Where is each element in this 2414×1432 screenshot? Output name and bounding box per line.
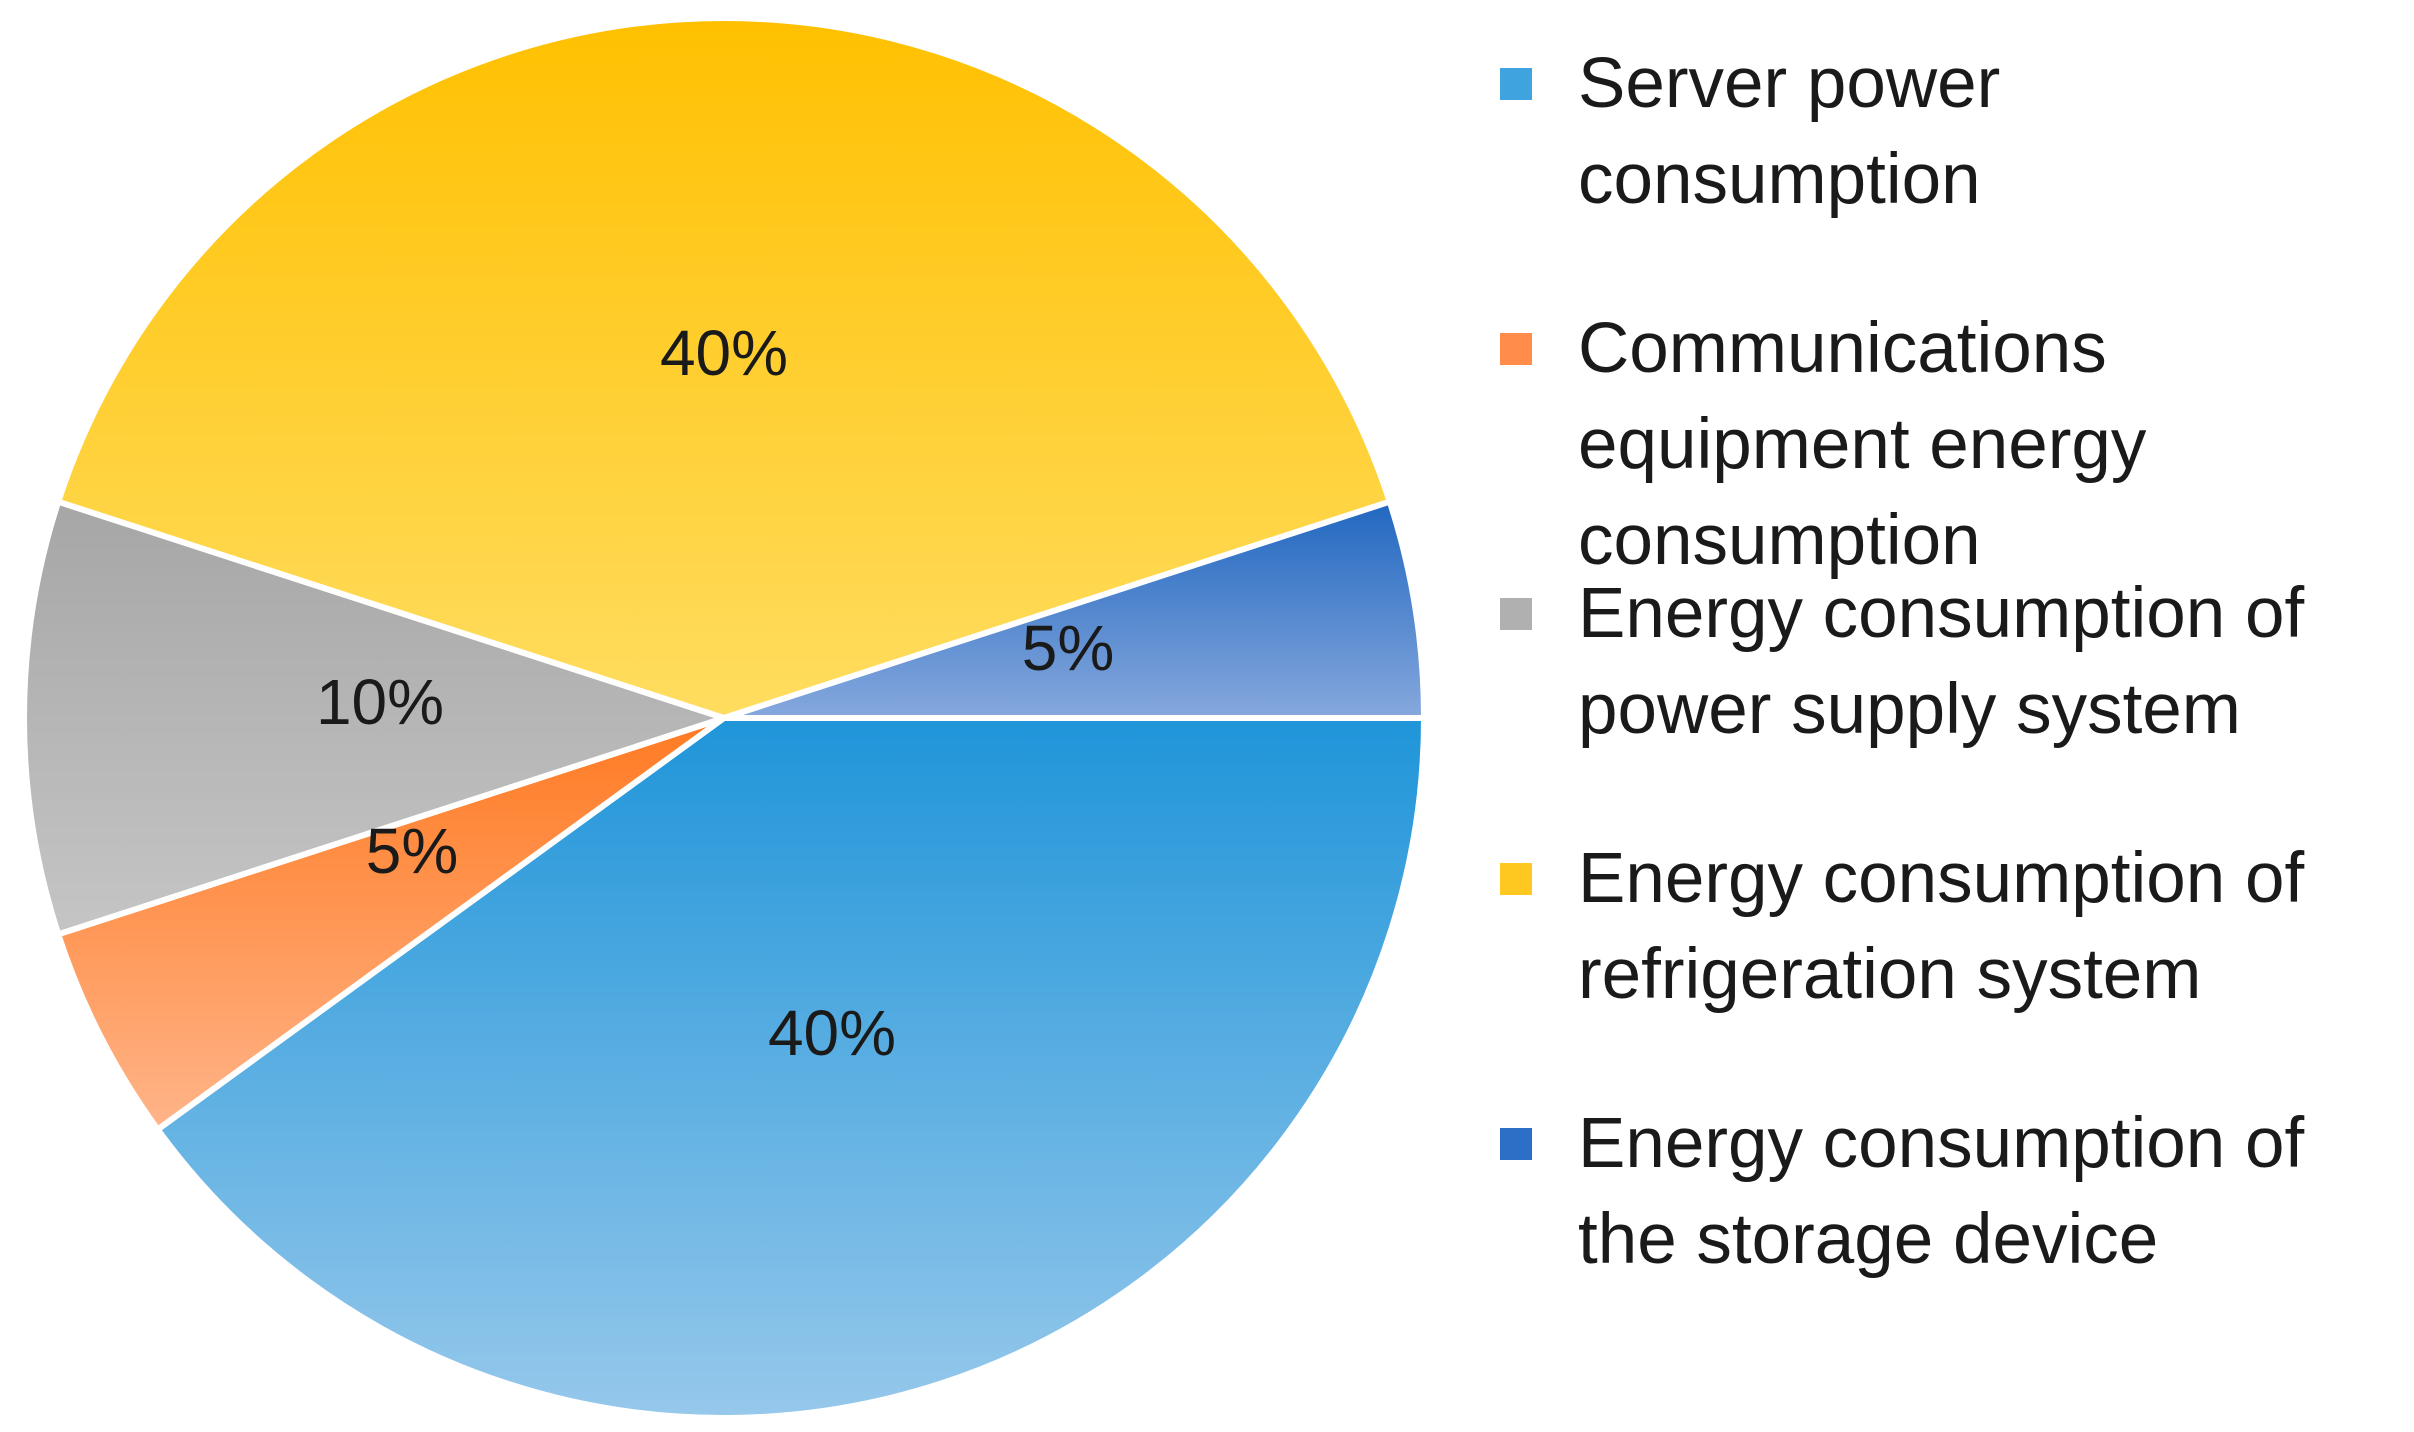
pie-data-labels: 40% 5% 10% 40% 5% (316, 317, 1114, 1069)
pie-slices (21, 15, 1427, 1421)
legend-item-refrigeration: Energy consumption of refrigeration syst… (1500, 831, 2400, 1023)
data-label-server: 40% (768, 997, 896, 1069)
legend-label-communications: Communications equipment energy consumpt… (1578, 309, 2147, 580)
legend-swatch-communications (1500, 333, 1532, 365)
legend-item-power-supply: Energy consumption of power supply syste… (1500, 566, 2400, 758)
pie-slice-storage (721, 498, 1427, 721)
legend-label-refrigeration: Energy consumption of refrigeration syst… (1578, 839, 2305, 1014)
chart-legend: Server power consumption Communications … (1500, 36, 2400, 1361)
legend-swatch-power-supply (1500, 598, 1532, 630)
legend-label-storage: Energy consumption of the storage device (1578, 1104, 2305, 1279)
data-label-storage: 5% (1022, 612, 1115, 684)
data-label-refrigeration: 40% (660, 317, 788, 389)
pie-slice-server (154, 715, 1427, 1421)
data-label-power-supply: 10% (316, 666, 444, 738)
legend-item-server: Server power consumption (1500, 36, 2400, 228)
legend-swatch-storage (1500, 1128, 1532, 1160)
legend-item-communications: Communications equipment energy consumpt… (1500, 301, 2400, 580)
legend-swatch-server (1500, 68, 1532, 100)
legend-item-storage: Energy consumption of the storage device (1500, 1096, 2400, 1288)
legend-label-power-supply: Energy consumption of power supply syste… (1578, 574, 2305, 749)
legend-label-server: Server power consumption (1578, 44, 2001, 219)
pie-slice-refrigeration (55, 15, 1393, 721)
data-label-communications: 5% (366, 815, 459, 887)
pie-slice-power-supply (21, 498, 727, 938)
pie-slice-communications (55, 715, 727, 1133)
legend-swatch-refrigeration (1500, 863, 1532, 895)
